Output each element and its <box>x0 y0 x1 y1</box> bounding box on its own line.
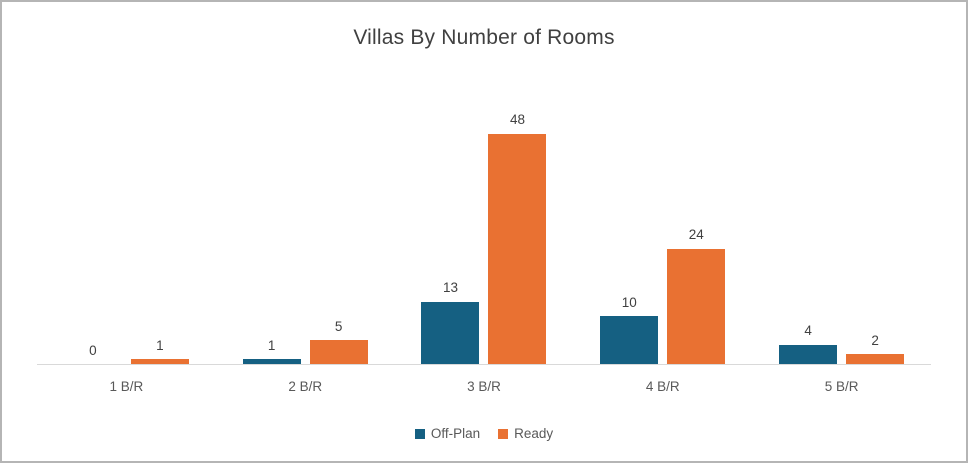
bar-wrap: 1 <box>242 337 301 364</box>
bar-off-plan[interactable] <box>242 359 301 364</box>
data-label: 1 <box>267 337 276 353</box>
data-label: 48 <box>509 112 525 128</box>
data-label: 24 <box>688 227 704 243</box>
bar-ready[interactable] <box>130 359 189 364</box>
chart-title[interactable]: Villas By Number of Rooms <box>353 26 615 49</box>
legend-label: Ready <box>514 426 554 441</box>
legend-swatch <box>414 428 425 439</box>
bar-ready[interactable] <box>488 133 547 364</box>
bar-wrap: 10 <box>600 294 659 364</box>
bar-wrap: 2 <box>846 332 905 364</box>
bar-group-3-b-r: 13 48 <box>395 87 574 364</box>
bar-group-4-b-r: 10 24 <box>573 87 752 364</box>
plot-area: 0 1 1 5 13 48 10 24 4 2 <box>37 87 931 365</box>
data-label: 4 <box>804 323 812 339</box>
data-label: 0 <box>89 342 97 358</box>
legend: Off-Plan Ready <box>2 426 966 441</box>
bar-ready[interactable] <box>309 340 368 364</box>
legend-item-off-plan[interactable]: Off-Plan <box>414 426 481 441</box>
bar-wrap: 0 <box>64 342 122 365</box>
x-axis-labels: 1 B/R 2 B/R 3 B/R 4 B/R 5 B/R <box>37 379 931 394</box>
bar-wrap: 1 <box>130 337 189 364</box>
legend-label: Off-Plan <box>430 426 481 441</box>
bar-off-plan[interactable] <box>600 316 659 364</box>
bar-ready[interactable] <box>846 354 905 364</box>
legend-swatch <box>498 428 509 439</box>
bar-wrap: 4 <box>779 323 838 364</box>
bar-wrap: 5 <box>309 318 368 364</box>
x-axis-label: 1 B/R <box>109 379 144 394</box>
x-axis-label: 5 B/R <box>824 379 859 394</box>
bar-wrap: 24 <box>667 227 726 364</box>
x-axis-label: 2 B/R <box>288 379 323 394</box>
data-label: 10 <box>621 294 637 310</box>
bar-wrap: 48 <box>488 112 547 364</box>
bar-wrap: 13 <box>421 280 480 364</box>
data-label: 13 <box>442 280 458 296</box>
data-label: 5 <box>334 318 343 334</box>
x-axis-label: 3 B/R <box>467 379 501 394</box>
bar-off-plan[interactable] <box>779 344 838 364</box>
legend-item-ready[interactable]: Ready <box>498 426 553 441</box>
bar-ready[interactable] <box>667 248 726 364</box>
data-label: 1 <box>156 337 164 353</box>
bar-off-plan[interactable] <box>421 301 480 364</box>
x-axis-label: 4 B/R <box>645 379 680 394</box>
data-label: 2 <box>871 332 879 348</box>
